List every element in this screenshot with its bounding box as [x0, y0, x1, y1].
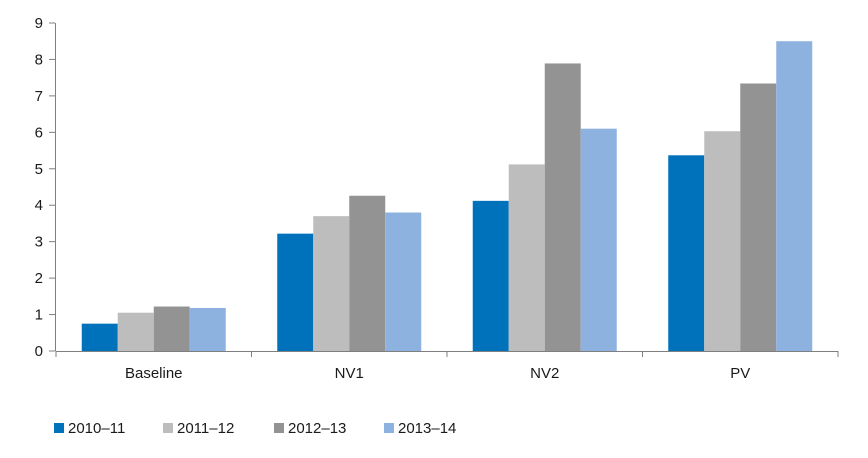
bar-nv2-1 [472, 200, 509, 351]
x-category-label: Baseline [125, 365, 183, 382]
legend-label: 2011–12 [177, 420, 234, 437]
y-tick-label: 8 [35, 51, 43, 68]
y-axis: 0 1 2 3 4 5 6 7 8 9 [35, 15, 56, 360]
y-tick-label: 0 [35, 343, 43, 360]
x-category-label: PV [730, 365, 750, 382]
y-tick-label: 7 [35, 88, 43, 105]
bar-nv1-1 [277, 233, 314, 351]
bar-baseline-2 [117, 312, 154, 351]
y-tick-label: 1 [35, 307, 43, 324]
y-tick-label: 2 [35, 270, 43, 287]
y-tick-label: 3 [35, 234, 43, 251]
legend-swatch [163, 423, 173, 433]
bar-pv-3 [740, 83, 777, 352]
bar-pv-1 [668, 155, 705, 351]
legend-swatch [54, 423, 64, 433]
x-category-label: NV2 [530, 365, 559, 382]
y-tick-label: 5 [35, 161, 43, 178]
legend: 2010–11 2011–12 2012–13 2013–14 [54, 420, 456, 437]
bar-nv1-2 [313, 216, 350, 351]
legend-label: 2010–11 [68, 420, 125, 437]
bar-pv-4 [776, 41, 813, 351]
bar-nv2-2 [508, 164, 545, 351]
bar-nv1-4 [385, 212, 422, 351]
bars-group [81, 41, 813, 352]
bar-nv2-4 [580, 128, 617, 351]
bar-pv-2 [704, 131, 741, 351]
y-tick-label: 6 [35, 124, 43, 141]
bar-nv2-3 [544, 63, 581, 351]
bar-baseline-3 [153, 306, 190, 351]
bar-baseline-4 [189, 307, 226, 351]
bar-baseline-1 [81, 323, 118, 351]
y-tick-label: 9 [35, 15, 43, 32]
x-axis: Baseline NV1 NV2 PV [55, 351, 839, 382]
legend-swatch [274, 423, 284, 433]
legend-label: 2013–14 [398, 420, 456, 437]
legend-label: 2012–13 [288, 420, 346, 437]
x-category-label: NV1 [335, 365, 364, 382]
bar-nv1-3 [349, 195, 386, 351]
legend-swatch [384, 423, 394, 433]
y-tick-label: 4 [35, 197, 43, 214]
